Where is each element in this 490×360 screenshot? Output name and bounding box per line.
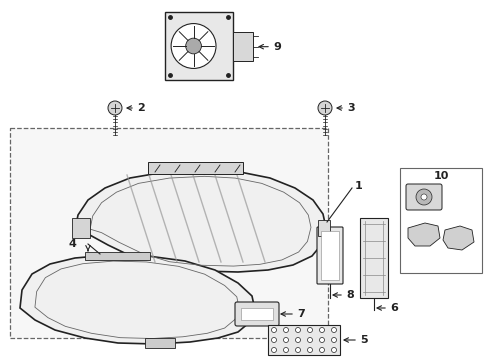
Circle shape [271, 338, 276, 342]
Bar [360, 218, 388, 298]
Circle shape [284, 328, 289, 333]
Bar [145, 338, 175, 348]
Text: 2: 2 [137, 103, 145, 113]
Circle shape [308, 347, 313, 352]
Bar [400, 168, 482, 273]
Circle shape [421, 194, 427, 200]
FancyBboxPatch shape [406, 184, 442, 210]
Circle shape [318, 101, 332, 115]
Text: 1: 1 [355, 181, 363, 191]
Polygon shape [443, 226, 474, 250]
Polygon shape [20, 255, 255, 344]
Bar [10, 128, 328, 338]
Circle shape [284, 347, 289, 352]
Circle shape [295, 347, 300, 352]
Bar [233, 32, 253, 61]
Polygon shape [408, 223, 440, 246]
FancyBboxPatch shape [317, 227, 343, 284]
Circle shape [295, 338, 300, 342]
Circle shape [319, 328, 324, 333]
Circle shape [108, 101, 122, 115]
Bar [321, 231, 339, 280]
Bar [241, 308, 273, 320]
Circle shape [295, 328, 300, 333]
Text: 3: 3 [347, 103, 355, 113]
Circle shape [284, 338, 289, 342]
Text: 10: 10 [433, 171, 449, 181]
Circle shape [416, 189, 432, 205]
Text: 7: 7 [297, 309, 305, 319]
Text: 5: 5 [360, 335, 368, 345]
Circle shape [332, 347, 337, 352]
FancyBboxPatch shape [235, 302, 279, 326]
Bar [165, 12, 233, 80]
Bar [72, 218, 90, 238]
Circle shape [332, 328, 337, 333]
Circle shape [319, 338, 324, 342]
Circle shape [319, 347, 324, 352]
Circle shape [271, 328, 276, 333]
Text: 9: 9 [273, 42, 281, 52]
Text: 4: 4 [68, 239, 76, 249]
Circle shape [271, 347, 276, 352]
Bar [85, 252, 150, 260]
Circle shape [308, 338, 313, 342]
Bar [268, 325, 340, 355]
Circle shape [308, 328, 313, 333]
Bar [318, 220, 330, 236]
Circle shape [171, 23, 216, 68]
Text: 8: 8 [346, 290, 354, 300]
Circle shape [332, 338, 337, 342]
Polygon shape [75, 170, 326, 272]
Circle shape [186, 38, 201, 54]
Bar [148, 162, 243, 174]
Text: 6: 6 [390, 303, 398, 313]
